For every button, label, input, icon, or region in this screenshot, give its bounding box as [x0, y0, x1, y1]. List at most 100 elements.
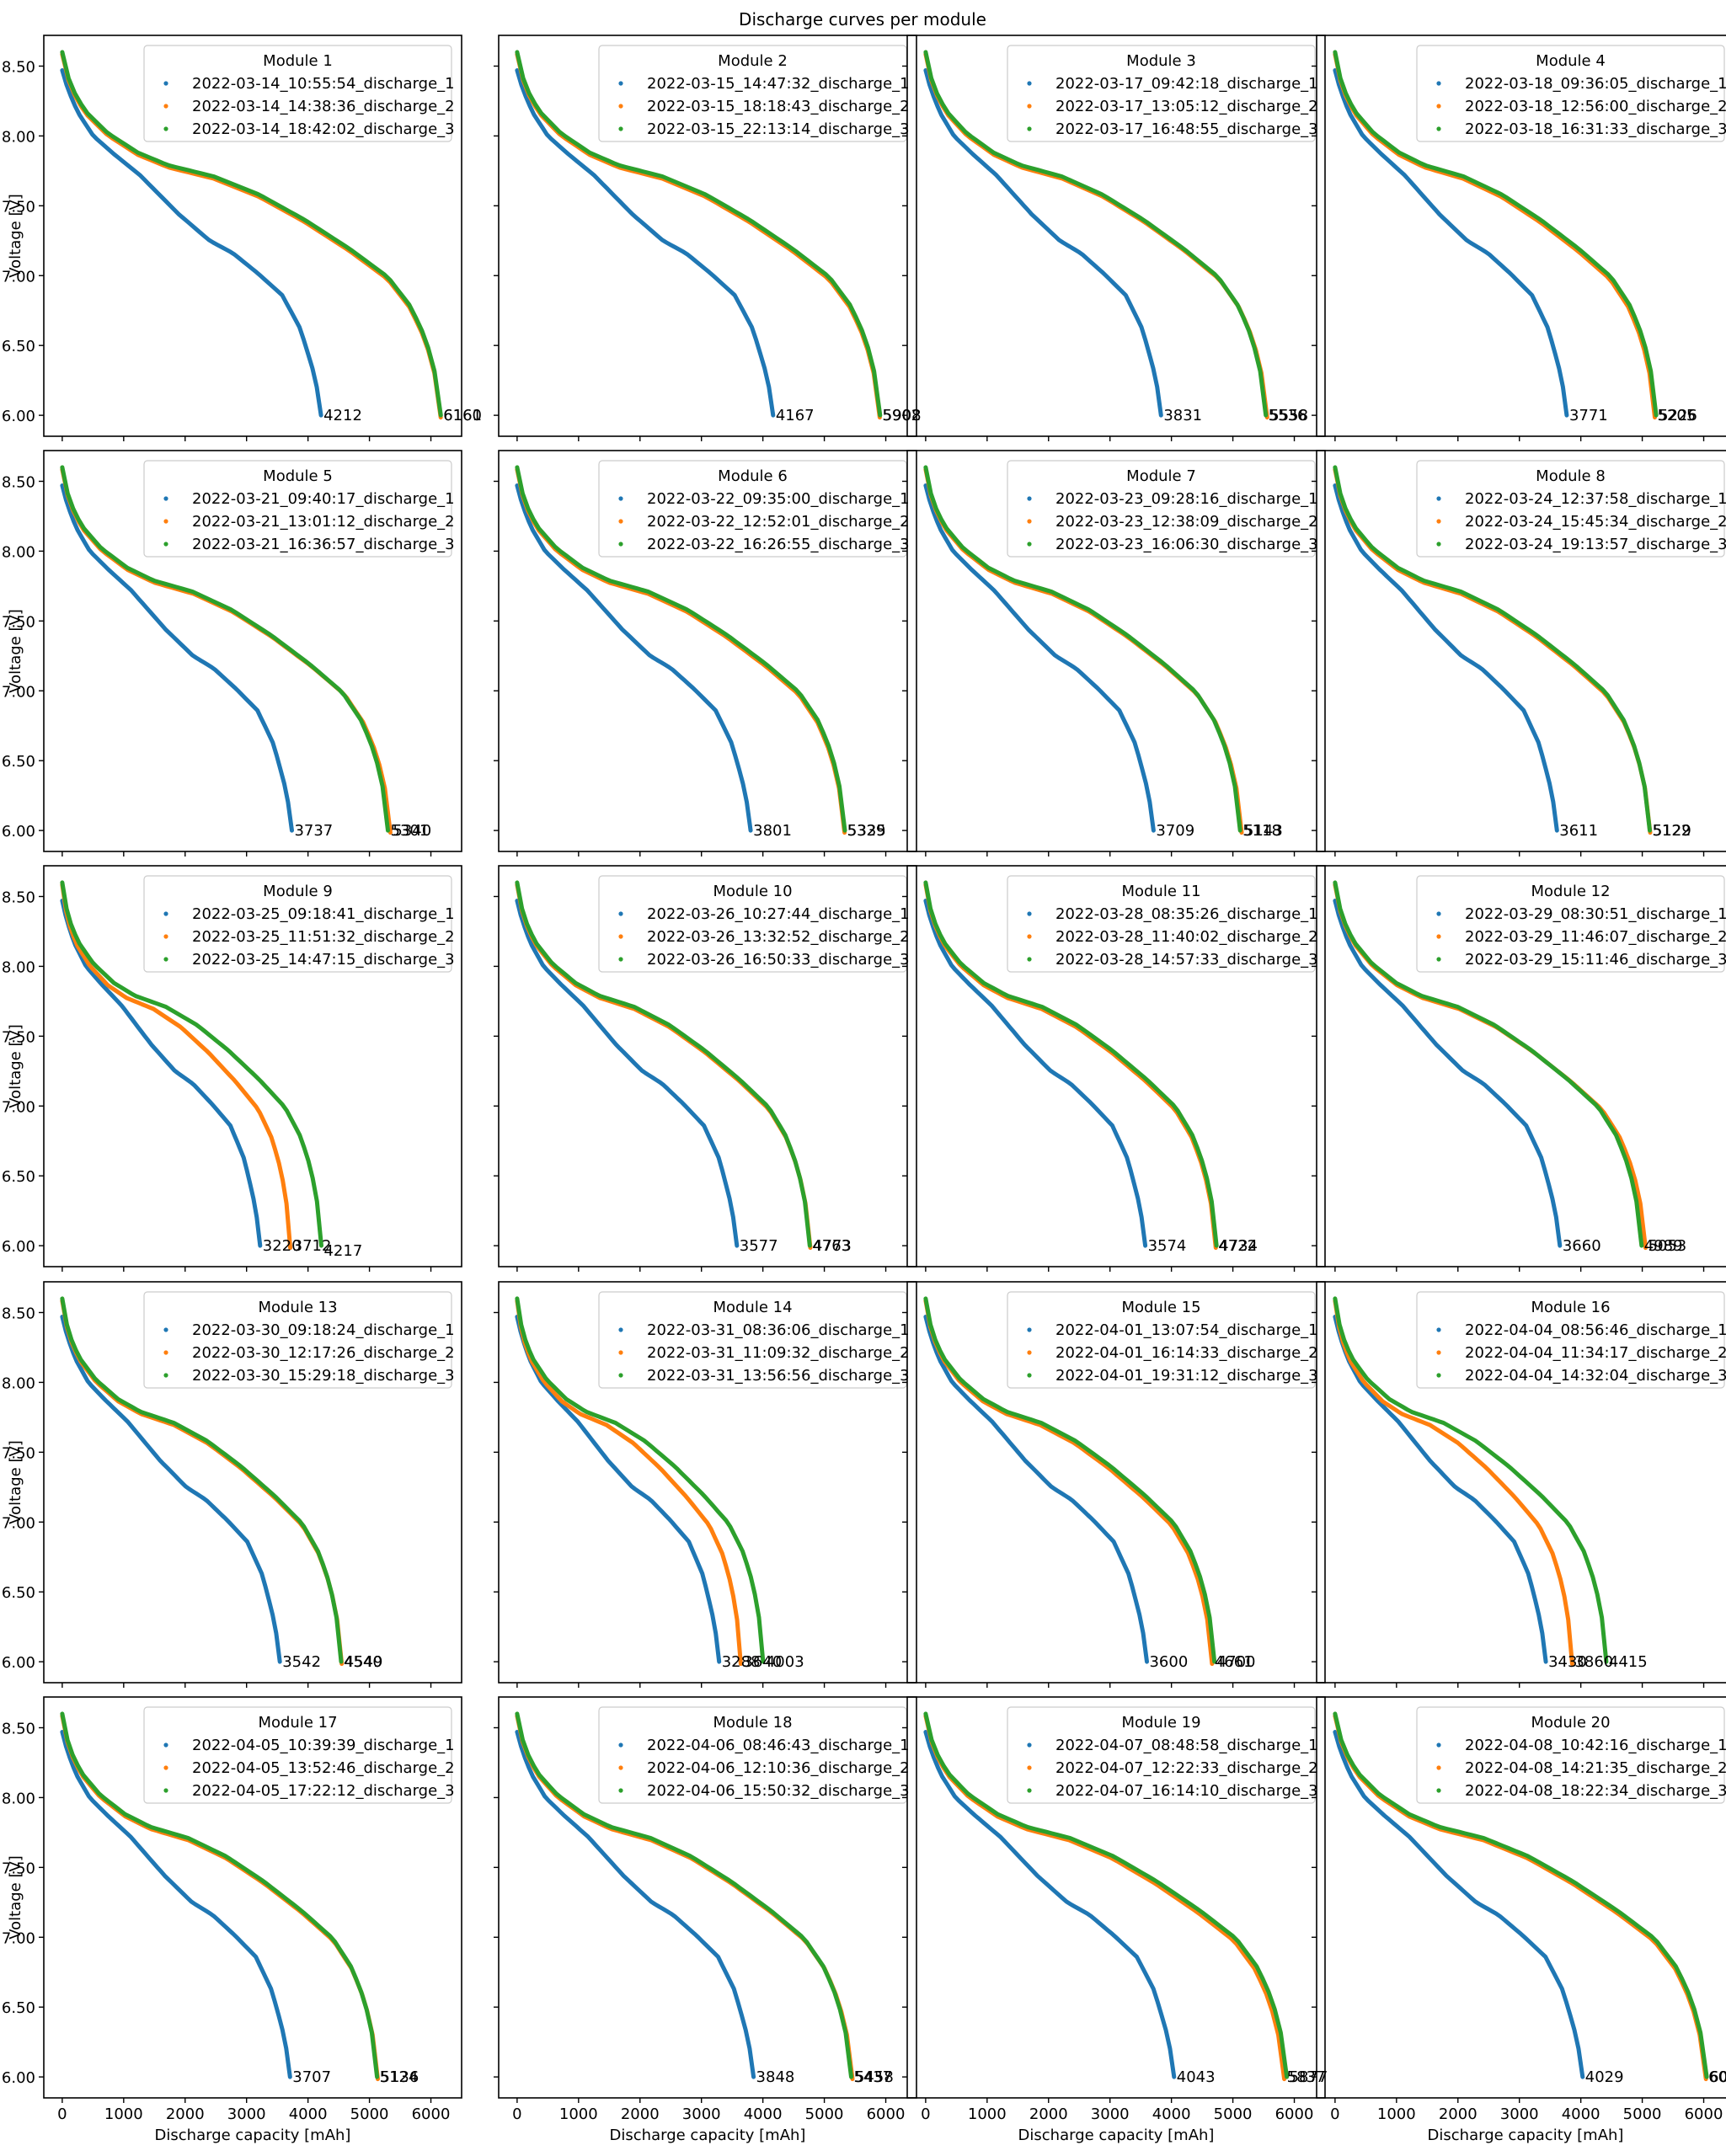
axes-frame — [1316, 1281, 1726, 1684]
legend-entry: 2022-04-07_12:22:33_discharge_2 — [1055, 1759, 1318, 1777]
series-line-discharge-1 — [1333, 68, 1569, 418]
x-tick-label: 2000 — [166, 2105, 205, 2123]
y-axis-label: Voltage [V] — [7, 609, 24, 693]
series-line-discharge-1 — [515, 1315, 722, 1664]
legend-frame — [598, 1291, 907, 1389]
panel-title: Module 6 — [718, 467, 788, 485]
legend-marker — [618, 1742, 623, 1748]
y-tick-label: 6.50 — [2, 1168, 35, 1186]
legend-entry: 2022-03-31_08:36:06_discharge_1 — [647, 1321, 910, 1339]
legend-entry: 2022-04-04_11:34:17_discharge_2 — [1465, 1344, 1726, 1362]
end-capacity-label: 4763 — [812, 1237, 851, 1255]
legend-entry: 2022-04-06_15:50:32_discharge_3 — [647, 1782, 910, 1800]
legend-entry: 2022-03-29_08:30:51_discharge_1 — [1465, 905, 1726, 923]
y-tick-label: 7.00 — [2, 683, 35, 701]
series-line-discharge-1 — [1333, 1315, 1548, 1664]
x-tick-label: 0 — [1330, 2105, 1339, 2123]
legend-marker — [618, 934, 623, 939]
legend-entry: 2022-03-25_09:18:41_discharge_1 — [192, 905, 455, 923]
panel-module-19: 0 1000 2000 3000 4000 5000 6000 Discharge capac… — [902, 1696, 1328, 2144]
legend: Module 4 2022-03-18_09:36:05_discharge_1 2… — [1416, 45, 1726, 142]
axes-frame — [43, 865, 462, 1267]
legend-marker — [163, 1327, 168, 1332]
legend-marker — [1436, 519, 1441, 524]
x-tick-label: 4000 — [1152, 2105, 1191, 2123]
legend-marker — [1436, 104, 1441, 109]
x-tick-label: 6000 — [412, 2105, 451, 2123]
y-tick-label: 7.50 — [2, 1444, 35, 1462]
legend-frame — [1416, 1706, 1725, 1804]
legend: Module 8 2022-03-24_12:37:58_discharge_1 2… — [1416, 460, 1726, 558]
legend-entry: 2022-03-14_14:38:36_discharge_2 — [192, 98, 455, 115]
panel-title: Module 16 — [1531, 1299, 1610, 1316]
legend-entry: 2022-03-28_11:40:02_discharge_2 — [1055, 928, 1318, 946]
legend: Module 3 2022-03-17_09:42:18_discharge_1 2… — [1007, 45, 1318, 142]
legend-marker — [163, 1350, 168, 1355]
series-line-discharge-3 — [515, 1296, 766, 1664]
panel-module-18: 0 1000 2000 3000 4000 5000 6000 Discharge capac… — [494, 1696, 917, 2144]
x-tick-label: 1000 — [968, 2105, 1007, 2123]
legend-marker — [618, 104, 623, 109]
end-capacity-label: 4167 — [776, 407, 815, 424]
y-tick-label: 6.50 — [2, 338, 35, 355]
series-line-discharge-2 — [1333, 1298, 1574, 1667]
legend-entry: 2022-03-26_13:32:52_discharge_2 — [647, 928, 910, 946]
legend-entry: 2022-03-15_14:47:32_discharge_1 — [647, 75, 910, 93]
legend-marker — [163, 957, 168, 962]
axes-frame — [1316, 35, 1726, 437]
legend: Module 17 2022-04-05_10:39:39_discharge_1… — [143, 1706, 455, 1804]
end-capacity-label: 6036 — [1708, 2068, 1726, 2086]
legend-entry: 2022-03-22_16:26:55_discharge_3 — [647, 536, 910, 553]
y-tick-label: 6.00 — [2, 408, 35, 425]
end-capacity-label: 3707 — [292, 2068, 331, 2086]
end-capacity-label: 4734 — [1219, 1237, 1258, 1255]
legend-entry: 2022-03-28_14:57:33_discharge_3 — [1055, 951, 1318, 969]
panel-title: Module 2 — [718, 52, 788, 70]
legend-marker — [1027, 911, 1032, 916]
legend-entry: 2022-04-06_08:46:43_discharge_1 — [647, 1737, 910, 1754]
x-tick-label: 2000 — [1029, 2105, 1068, 2123]
legend-marker — [618, 1373, 623, 1378]
end-capacity-label: 4722 — [1218, 1237, 1257, 1255]
legend-entry: 2022-04-08_14:21:35_discharge_2 — [1465, 1759, 1726, 1777]
series-line-discharge-3 — [1333, 465, 1652, 833]
legend-marker — [163, 126, 168, 131]
end-capacity-label: 4540 — [344, 1653, 382, 1671]
panel-title: Module 12 — [1531, 883, 1610, 900]
legend-entry: 2022-04-05_10:39:39_discharge_1 — [192, 1737, 455, 1754]
legend-marker — [1436, 542, 1441, 547]
legend-marker — [163, 496, 168, 501]
end-capacity-label: 4217 — [323, 1242, 362, 1260]
series-line-discharge-3 — [60, 1711, 380, 2079]
y-tick-label: 8.50 — [2, 473, 35, 491]
legend: Module 7 2022-03-23_09:28:16_discharge_1 2… — [1007, 460, 1318, 558]
legend-marker — [618, 496, 623, 501]
series-line-discharge-1 — [923, 68, 1163, 418]
series-line-discharge-1 — [60, 1730, 292, 2079]
end-capacity-label: 6160 — [443, 407, 482, 424]
legend-marker — [163, 104, 168, 109]
end-capacity-label: 5226 — [1659, 407, 1697, 424]
legend-marker — [163, 81, 168, 86]
panel-title: Module 17 — [258, 1714, 337, 1732]
legend: Module 20 2022-04-08_10:42:16_discharge_1… — [1416, 1706, 1726, 1804]
figure-title: Discharge curves per module — [739, 9, 986, 29]
panel-module-20: 0 1000 2000 3000 4000 5000 6000 Discharge capac… — [1312, 1696, 1726, 2144]
legend-marker — [1436, 1327, 1441, 1332]
legend-marker — [163, 1788, 168, 1793]
end-capacity-label: 3801 — [753, 822, 792, 840]
legend-entry: 2022-03-30_09:18:24_discharge_1 — [192, 1321, 455, 1339]
panel-title: Module 15 — [1121, 1299, 1200, 1316]
y-tick-label: 6.50 — [2, 1584, 35, 1602]
panel-module-9: 6.00 6.50 7.00 7.50 8.00 8.50 Voltage [V] 32203… — [2, 865, 462, 1272]
end-capacity-label: 3737 — [294, 822, 333, 840]
end-capacity-label: 3712 — [293, 1237, 332, 1255]
legend: Module 14 2022-03-31_08:36:06_discharge_1… — [598, 1291, 910, 1389]
legend-marker — [1027, 1765, 1032, 1770]
x-tick-label: 4000 — [744, 2105, 783, 2123]
y-tick-label: 6.00 — [2, 823, 35, 841]
end-capacity-label: 3577 — [740, 1237, 778, 1255]
series-line-discharge-3 — [60, 1296, 344, 1664]
